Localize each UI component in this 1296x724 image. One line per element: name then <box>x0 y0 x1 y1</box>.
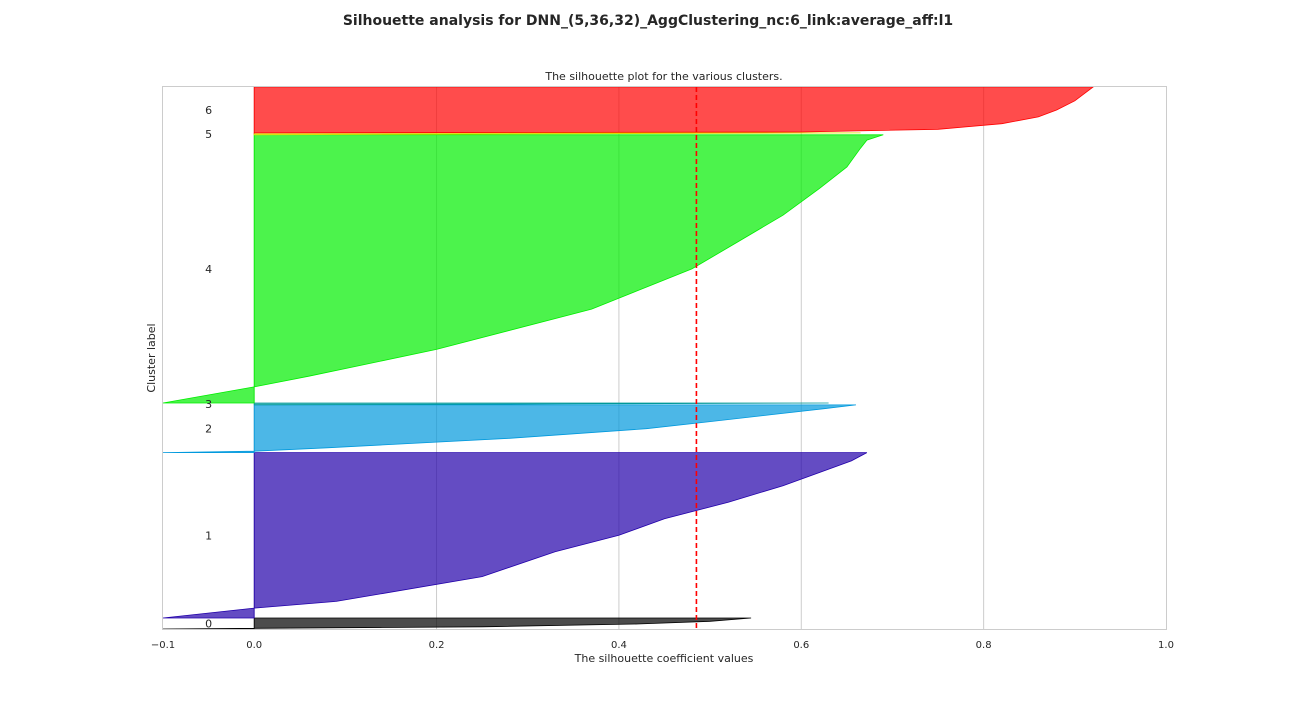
cluster-1-area <box>162 452 868 619</box>
cluster-label-5: 5 <box>205 128 212 141</box>
x-tick-label: 0.4 <box>611 640 627 651</box>
cluster-0-area <box>162 617 752 630</box>
x-tick-label: 0.0 <box>246 640 262 651</box>
x-tick-label: 0.8 <box>976 640 992 651</box>
cluster-6-area <box>253 86 1095 135</box>
cluster-label-0: 0 <box>205 617 212 630</box>
cluster-label-2: 2 <box>205 423 212 436</box>
cluster-label-3: 3 <box>205 398 212 411</box>
cluster-2-area <box>162 404 857 454</box>
cluster-label-4: 4 <box>205 263 212 276</box>
y-axis-label: Cluster label <box>145 323 158 392</box>
cluster-4-area <box>162 134 884 404</box>
x-tick-label: 0.6 <box>793 640 809 651</box>
x-tick-labels: −0.1 0.0 0.2 0.4 0.6 0.8 1.0 <box>151 640 1174 651</box>
cluster-areas <box>162 86 1095 630</box>
cluster-label-6: 6 <box>205 104 212 117</box>
x-tick-label: 0.2 <box>429 640 445 651</box>
plot-frame <box>162 86 1167 630</box>
cluster-labels: 0 1 2 3 4 5 6 <box>205 104 212 631</box>
x-axis-label: The silhouette coefficient values <box>574 652 754 665</box>
cluster-label-1: 1 <box>205 529 212 542</box>
chart-title: The silhouette plot for the various clus… <box>544 70 782 83</box>
x-tick-label: −0.1 <box>151 640 175 651</box>
figure-suptitle: Silhouette analysis for DNN_(5,36,32)_Ag… <box>343 13 953 29</box>
x-tick-label: 1.0 <box>1158 640 1174 651</box>
